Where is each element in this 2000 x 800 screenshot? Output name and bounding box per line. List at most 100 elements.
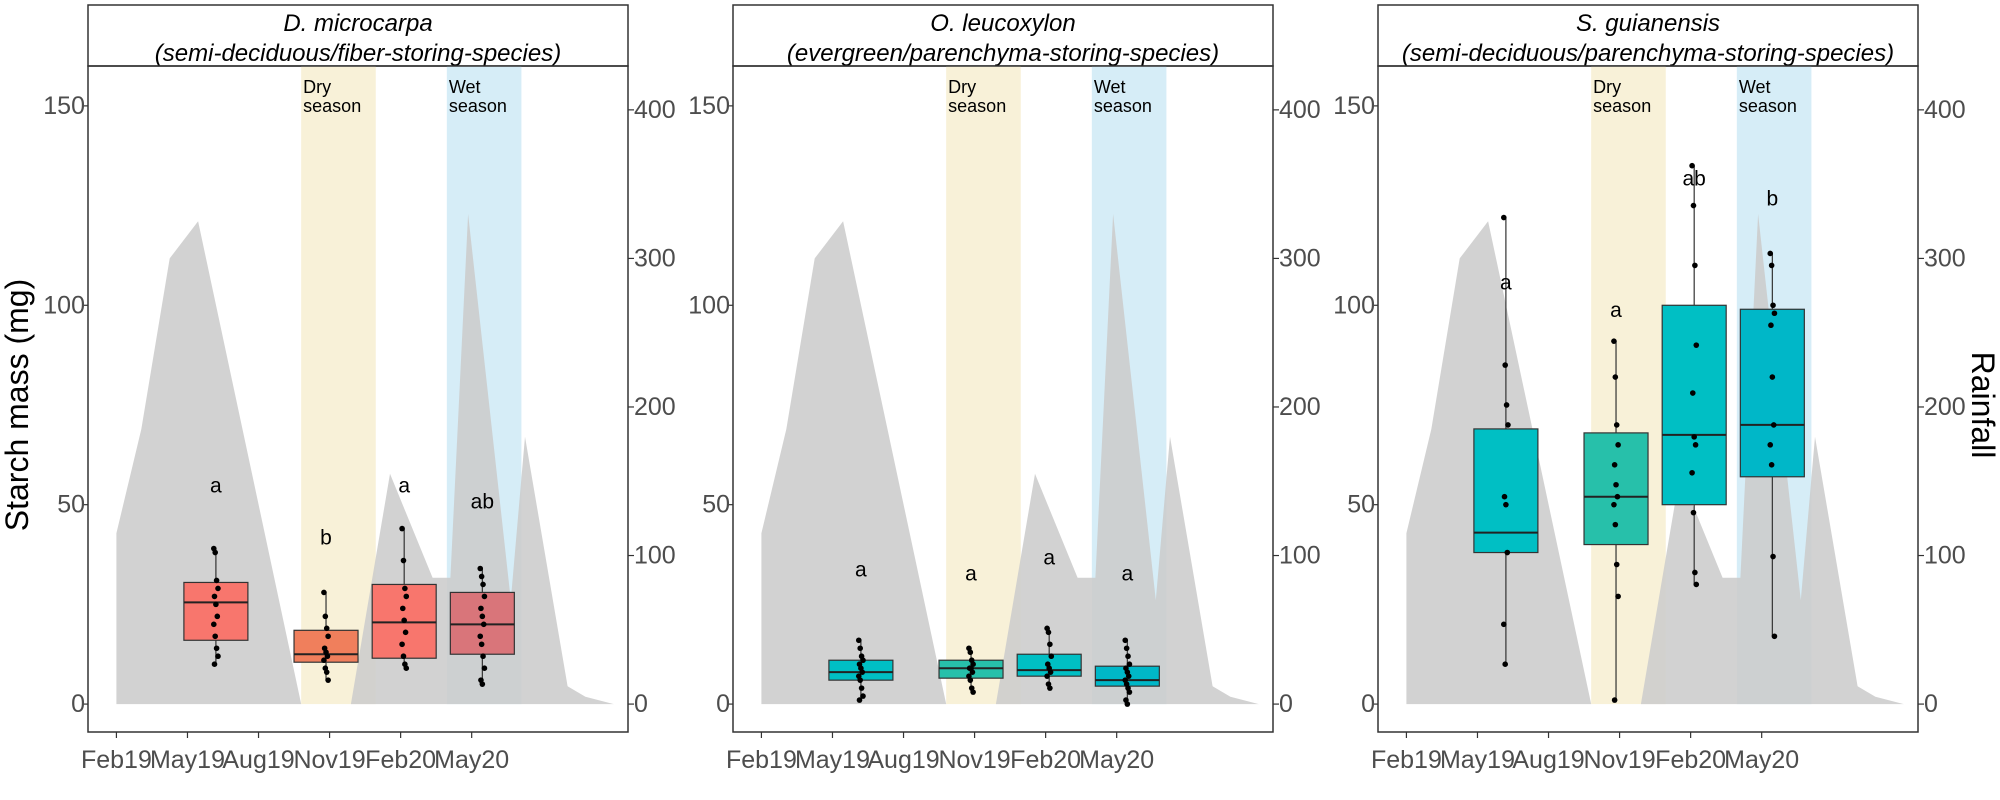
wet-season-label: Wet season xyxy=(1739,77,1797,116)
panel-title-description: (semi-deciduous/parenchyma-storing-speci… xyxy=(1402,40,1894,67)
box-iqr xyxy=(1739,308,1805,478)
data-point xyxy=(1692,569,1698,576)
data-point xyxy=(1500,621,1507,628)
data-point xyxy=(324,653,331,660)
data-point xyxy=(1612,521,1619,528)
y-tick-label: 0 xyxy=(1361,690,1375,718)
data-point xyxy=(1613,561,1620,568)
data-point xyxy=(400,653,407,660)
data-point xyxy=(477,565,484,572)
data-point xyxy=(1692,262,1698,269)
y-tick-label: 100 xyxy=(43,291,85,319)
data-point xyxy=(213,577,220,584)
data-point xyxy=(859,669,866,675)
rainfall-area xyxy=(116,213,614,705)
data-point xyxy=(211,661,218,668)
y-tick-label: 50 xyxy=(57,491,85,519)
data-point xyxy=(970,689,976,695)
x-tick-label: Aug19 xyxy=(867,746,939,774)
data-point xyxy=(215,585,221,592)
data-point xyxy=(479,613,486,620)
data-point xyxy=(1502,362,1508,368)
data-point xyxy=(1611,697,1618,703)
data-point xyxy=(1689,162,1695,169)
x-tick-label: Nov19 xyxy=(1583,746,1655,774)
x-tick-label: Feb20 xyxy=(365,746,436,774)
y-tick-label: 100 xyxy=(688,291,730,319)
significance-letter: a xyxy=(1610,299,1622,322)
x-tick-label: Feb20 xyxy=(1010,746,1081,774)
y2-tick-label: 0 xyxy=(1279,690,1293,718)
panel-title-strip xyxy=(732,4,1274,67)
x-tick-label: Feb19 xyxy=(81,746,152,774)
panel-border xyxy=(1377,65,1919,733)
data-point xyxy=(1767,250,1774,257)
data-point xyxy=(1124,701,1131,707)
data-point xyxy=(1047,685,1053,691)
box-nov19: a xyxy=(371,475,437,671)
data-point xyxy=(477,633,484,640)
data-point xyxy=(1691,434,1697,440)
panel-1: D. microcarpa (semi-deciduous/fiber-stori… xyxy=(43,4,676,774)
data-point xyxy=(1692,442,1699,448)
box-aug19: a xyxy=(938,562,1004,695)
y2-tick-label: 0 xyxy=(634,690,648,718)
data-point xyxy=(210,621,217,628)
data-point xyxy=(860,657,866,664)
box-aug19: b xyxy=(293,527,359,683)
data-point xyxy=(1502,661,1508,668)
data-point xyxy=(399,605,406,612)
data-point xyxy=(1615,442,1621,448)
data-point xyxy=(1503,402,1510,408)
data-point xyxy=(1123,645,1130,652)
data-point xyxy=(325,677,331,683)
data-point xyxy=(401,617,407,624)
data-point xyxy=(1126,689,1133,695)
box-iqr xyxy=(1473,428,1539,554)
y2-tick-label: 0 xyxy=(1924,690,1938,718)
data-point xyxy=(1613,481,1619,488)
y2-tick-label: 300 xyxy=(634,244,676,272)
x-tick-label: Nov19 xyxy=(938,746,1010,774)
data-point xyxy=(1613,422,1620,428)
data-point xyxy=(1689,390,1696,396)
data-point xyxy=(1611,338,1617,344)
box-nov19: a xyxy=(1016,547,1082,691)
data-point xyxy=(1768,462,1775,468)
data-point xyxy=(321,589,327,596)
panel-title-species: S. guianensis xyxy=(1576,10,1720,37)
x-tick-label: May20 xyxy=(1724,746,1799,774)
data-point xyxy=(969,669,976,675)
x-tick-label: Nov19 xyxy=(293,746,365,774)
x-tick-label: May19 xyxy=(795,746,870,774)
data-point xyxy=(1125,673,1132,679)
data-point xyxy=(214,613,221,620)
y2-tick-label: 400 xyxy=(1924,96,1966,124)
box-iqr xyxy=(1661,304,1727,506)
data-point xyxy=(212,549,218,556)
data-point xyxy=(1047,641,1053,648)
data-point xyxy=(1768,322,1774,329)
data-point xyxy=(857,645,863,652)
significance-letter: b xyxy=(1766,188,1778,211)
panel-3: S. guianensis (semi-deciduous/parenchyma-… xyxy=(1333,4,1966,774)
data-point xyxy=(402,629,409,636)
wet-season-label: Wet season xyxy=(1094,77,1152,116)
dry-season-label: Dry season xyxy=(948,77,1006,116)
data-point xyxy=(1770,302,1776,309)
data-point xyxy=(1689,469,1695,476)
x-tick-label: May19 xyxy=(1440,746,1515,774)
x-tick-label: Feb20 xyxy=(1655,746,1726,774)
x-tick-label: May20 xyxy=(1079,746,1154,774)
y-tick-label: 100 xyxy=(1333,291,1375,319)
significance-letter: ab xyxy=(1683,168,1706,191)
data-point xyxy=(1504,549,1511,556)
data-point xyxy=(1611,501,1617,508)
box-feb20: b xyxy=(1739,188,1805,640)
box-may19: a xyxy=(828,558,894,703)
data-point xyxy=(1770,553,1776,560)
significance-letter: a xyxy=(965,562,977,585)
x-tick-label: May20 xyxy=(434,746,509,774)
panel-title-strip xyxy=(1377,4,1919,67)
y2-tick-label: 400 xyxy=(1279,96,1321,124)
